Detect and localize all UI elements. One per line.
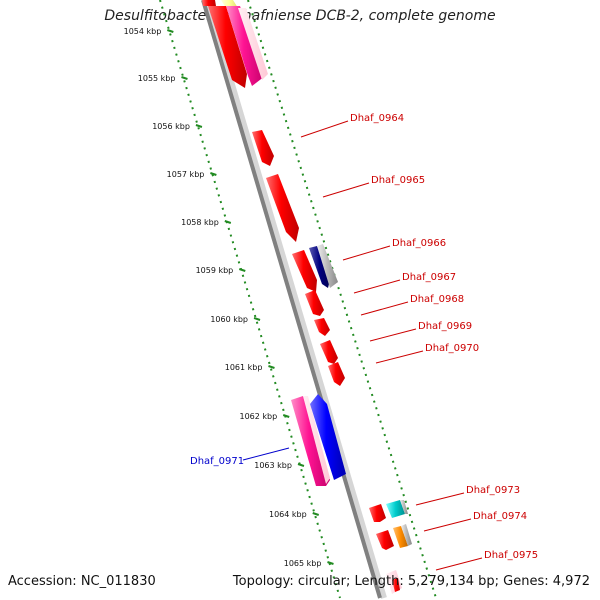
tick-label: 1062 kbp [240, 412, 278, 421]
gene-label-dhaf-0964[interactable]: Dhaf_0964 [300, 113, 404, 138]
genome-backbone [201, 0, 382, 599]
gene-label-dhaf-0965[interactable]: Dhaf_0965 [322, 175, 425, 198]
accession-text: Accession: NC_011830 [8, 574, 156, 589]
gene-label-dhaf-0966[interactable]: Dhaf_0966 [342, 238, 446, 261]
gene-label-text[interactable]: Dhaf_0969 [418, 321, 472, 332]
ruler-tick: 1058 kbp [181, 218, 232, 227]
gene-label-dhaf-0971[interactable]: Dhaf_0971 [190, 447, 290, 467]
gene-dhaf-0970-a[interactable] [320, 340, 338, 364]
ruler-tick: 1061 kbp [225, 363, 275, 372]
gene-label-dhaf-0975[interactable]: Dhaf_0975 [435, 550, 538, 571]
gene-label-dhaf-0970[interactable]: Dhaf_0970 [375, 343, 479, 364]
gene-label-text[interactable]: Dhaf_0965 [371, 175, 425, 186]
tick-label: 1057 kbp [167, 170, 205, 179]
gene-top-red[interactable] [202, 0, 216, 6]
gene-label-text[interactable]: Dhaf_0975 [484, 550, 538, 561]
ruler-tick: 1062 kbp [240, 412, 290, 421]
gene-upstream-b[interactable] [226, 6, 265, 86]
gene-label-dhaf-0974[interactable]: Dhaf_0974 [423, 511, 527, 532]
ruler-tick: 1060 kbp [210, 315, 261, 324]
gene-features [202, 0, 412, 594]
gene-dhaf-0971-light[interactable] [303, 396, 330, 484]
gene-dhaf-0969[interactable] [314, 318, 330, 336]
gene-label-dhaf-0967[interactable]: Dhaf_0967 [353, 272, 456, 294]
gene-dhaf-0975-red[interactable] [392, 578, 400, 592]
gene-dhaf-0966-gray[interactable] [317, 244, 338, 288]
ruler-tick: 1054 kbp [124, 27, 174, 36]
tick-label: 1056 kbp [152, 122, 190, 131]
gene-dhaf-0973-gray[interactable] [400, 500, 408, 514]
ruler-tick: 1065 kbp [284, 559, 334, 568]
gene-label-dhaf-0968[interactable]: Dhaf_0968 [360, 294, 464, 316]
gene-label-text[interactable]: Dhaf_0973 [466, 485, 520, 496]
ruler-tick: 1063 kbp [254, 461, 305, 470]
tick-label: 1064 kbp [269, 510, 307, 519]
ruler-tick: 1059 kbp [196, 266, 246, 275]
tick-label: 1061 kbp [225, 363, 263, 372]
tick-label: 1065 kbp [284, 559, 322, 568]
tick-label: 1059 kbp [196, 266, 234, 275]
outer-guide-line [247, 0, 437, 599]
genome-summary: Topology: circular; Length: 5,279,134 bp… [232, 574, 590, 589]
genome-backbone-shadow [204, 0, 387, 599]
ruler-tick: 1056 kbp [152, 122, 203, 131]
gene-upstream-b-light[interactable] [238, 8, 268, 80]
gene-dhaf-0964[interactable] [252, 130, 274, 166]
gene-label-text[interactable]: Dhaf_0964 [350, 113, 404, 124]
gene-labels: Dhaf_0964 Dhaf_0965 Dhaf_0966 Dhaf_0967 Dhaf… [190, 113, 538, 571]
gene-label-dhaf-0969[interactable]: Dhaf_0969 [369, 321, 472, 342]
gene-dhaf-0965[interactable] [266, 174, 299, 242]
gene-dhaf-0973-red[interactable] [369, 504, 386, 522]
gene-dhaf-0967[interactable] [292, 250, 317, 292]
ruler-tick: 1064 kbp [269, 510, 320, 519]
gene-label-text[interactable]: Dhaf_0970 [425, 343, 479, 354]
gene-dhaf-0972[interactable] [310, 394, 346, 480]
tick-label: 1060 kbp [210, 315, 248, 324]
gene-label-text[interactable]: Dhaf_0967 [402, 272, 456, 283]
ruler-ticks: 1054 kbp 1055 kbp 1056 kbp 1057 kbp 1058 kbp… [124, 27, 334, 568]
gene-dhaf-0973[interactable] [386, 500, 405, 518]
gene-dhaf-0968[interactable] [305, 290, 324, 316]
gene-dhaf-0971[interactable] [291, 396, 330, 486]
gene-dhaf-0974-red[interactable] [376, 530, 394, 550]
map-title: Desulfitobacterium hafniense DCB-2, comp… [104, 8, 496, 24]
tick-label: 1058 kbp [181, 218, 219, 227]
gene-label-dhaf-0973[interactable]: Dhaf_0973 [415, 485, 520, 506]
tick-label: 1063 kbp [254, 461, 292, 470]
gene-dhaf-0974-gray[interactable] [401, 524, 412, 546]
gene-dhaf-0970-b[interactable] [328, 362, 345, 386]
gene-label-text[interactable]: Dhaf_0966 [392, 238, 446, 249]
ruler-tick: 1055 kbp [138, 74, 188, 83]
gene-upstream-a[interactable] [208, 6, 247, 88]
gene-label-text[interactable]: Dhaf_0971 [190, 456, 244, 467]
gene-dhaf-0966[interactable] [309, 246, 330, 288]
gene-label-text[interactable]: Dhaf_0974 [473, 511, 527, 522]
ruler-tick: 1057 kbp [167, 170, 217, 179]
gene-dhaf-0974[interactable] [393, 526, 408, 548]
gene-label-text[interactable]: Dhaf_0968 [410, 294, 464, 305]
tick-label: 1055 kbp [138, 74, 176, 83]
tick-label: 1054 kbp [124, 27, 162, 36]
